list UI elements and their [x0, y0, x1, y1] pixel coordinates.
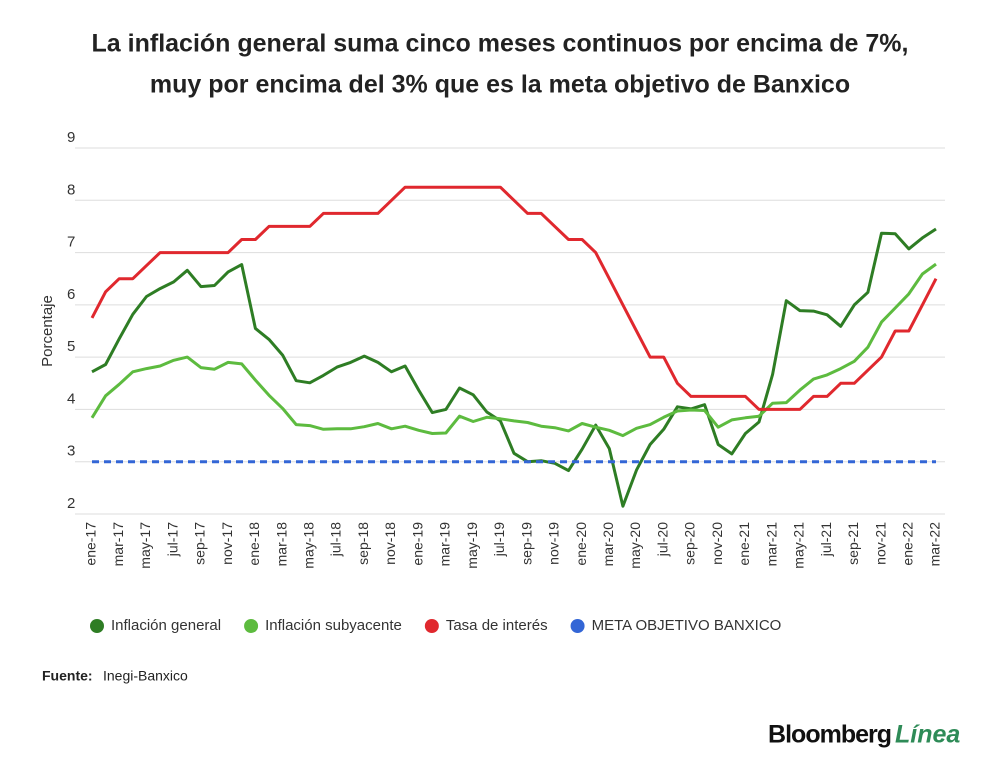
source: Inegi-Banxico — [103, 668, 188, 684]
x-tick-label: nov-21 — [872, 522, 888, 565]
brand-name: Bloomberg — [768, 721, 891, 749]
series-line — [90, 262, 937, 438]
y-tick-label: 7 — [67, 234, 75, 251]
x-tick-label: mar-22 — [927, 522, 943, 567]
y-tick-label: 2 — [67, 495, 75, 512]
x-tick-label: ene-21 — [736, 522, 752, 566]
series-line — [91, 227, 937, 508]
x-tick-label: mar-21 — [763, 522, 779, 567]
legend-label: Inflación general — [111, 617, 221, 634]
y-tick-label: 9 — [67, 129, 75, 146]
brand-suffix: Línea — [895, 721, 960, 749]
x-tick-label: mar-19 — [437, 522, 453, 567]
x-tick-label: sep-19 — [518, 522, 534, 565]
series-line — [90, 185, 938, 411]
x-tick-label: ene-17 — [83, 522, 99, 566]
chart-title: La inflación general suma cinco meses co… — [92, 30, 909, 58]
x-tick-label: may-21 — [791, 522, 807, 569]
x-tick-label: sep-17 — [192, 522, 208, 565]
x-tick-label: nov-18 — [382, 522, 398, 565]
x-tick-label: jul-20 — [654, 522, 670, 557]
x-tick-label: may-17 — [137, 522, 153, 569]
x-tick-label: jul-17 — [164, 522, 180, 557]
x-tick-label: may-19 — [464, 522, 480, 569]
x-tick-label: may-18 — [301, 522, 317, 569]
x-tick-label: mar-20 — [600, 522, 616, 567]
x-tick-label: mar-17 — [110, 522, 126, 567]
x-tick-label: sep-20 — [682, 522, 698, 565]
x-tick-label: ene-22 — [899, 522, 915, 566]
x-tick-label: mar-18 — [273, 522, 289, 567]
y-tick-label: 6 — [67, 286, 75, 303]
legend-marker — [570, 619, 585, 633]
x-tick-label: nov-20 — [709, 522, 725, 565]
legend-marker — [90, 619, 104, 633]
x-tick-label: ene-20 — [573, 522, 589, 566]
x-tick-label: nov-17 — [219, 522, 235, 565]
legend-marker — [244, 619, 259, 633]
x-tick-label: jul-19 — [491, 522, 507, 557]
x-tick-label: jul-18 — [328, 522, 344, 557]
legend-label: Tasa de interés — [446, 617, 548, 634]
y-tick-label: 5 — [67, 338, 75, 355]
x-tick-label: jul-21 — [818, 522, 834, 557]
legend-marker — [424, 619, 439, 633]
x-tick-label: nov-19 — [546, 522, 562, 565]
x-tick-label: ene-19 — [409, 522, 425, 566]
x-tick-label: may-20 — [627, 522, 643, 569]
y-tick-label: 3 — [67, 443, 75, 460]
x-tick-label: ene-18 — [246, 522, 262, 566]
y-tick-label: 4 — [67, 390, 75, 407]
y-axis-label: Porcentaje — [39, 295, 56, 367]
chart-title: muy por encima del 3% que es la meta obj… — [150, 71, 850, 99]
legend-label: META OBJETIVO BANXICO — [592, 617, 782, 634]
source-label: Fuente: — [42, 668, 93, 684]
x-tick-label: sep-18 — [355, 522, 371, 565]
x-tick-label: sep-21 — [845, 522, 861, 565]
legend-label: Inflación subyacente — [265, 617, 402, 634]
y-tick-label: 8 — [67, 181, 75, 198]
